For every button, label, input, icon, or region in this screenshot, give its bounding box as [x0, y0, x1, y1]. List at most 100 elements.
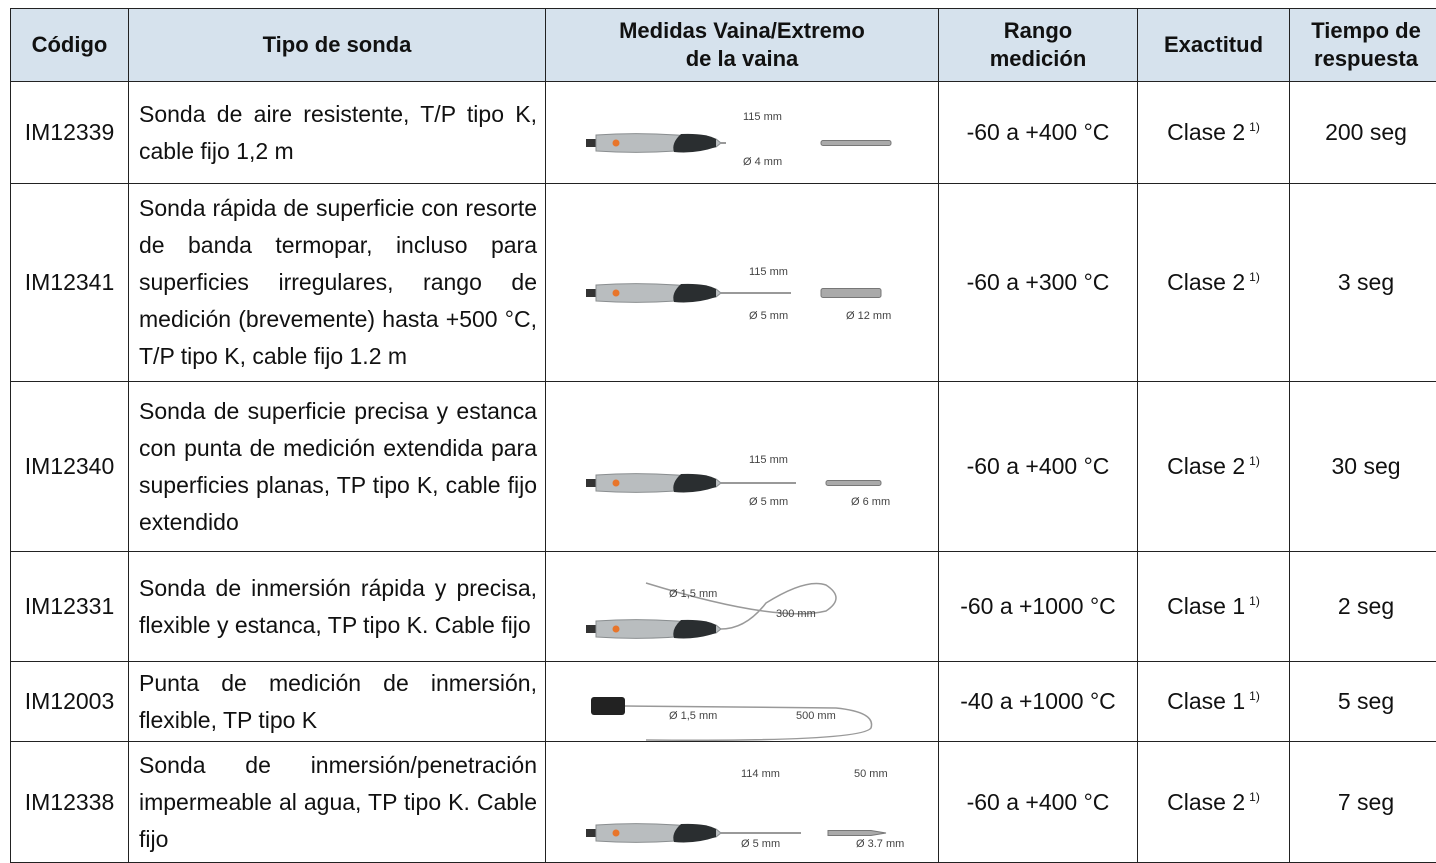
header-line: respuesta — [1290, 45, 1436, 73]
header-line: Rango — [939, 17, 1137, 45]
dimensions-cell: Ø 1,5 mm 500 mm — [546, 662, 939, 742]
probe-connector — [591, 697, 625, 715]
response-time-cell: 5 seg — [1290, 662, 1436, 742]
description-cell: Sonda de aire resistente, T/P tipo K, ca… — [129, 82, 546, 184]
probe-tip — [826, 480, 881, 485]
probe-led — [613, 829, 620, 836]
accuracy-cell: Clase 1 1) — [1138, 552, 1290, 662]
dimension-label: Ø 4 mm — [743, 156, 782, 168]
accuracy-note: 1) — [1249, 454, 1260, 468]
probe-led — [613, 479, 620, 486]
header-line: Tipo de sonda — [129, 31, 545, 59]
range-cell: -60 a +400 °C — [939, 82, 1138, 184]
header-line: medición — [939, 45, 1137, 73]
description-cell: Sonda de inmersión rápida y precisa, fle… — [129, 552, 546, 662]
probe-led — [613, 139, 620, 146]
probe-grip — [673, 619, 716, 638]
probe-grip — [673, 823, 716, 842]
range-cell: -40 a +1000 °C — [939, 662, 1138, 742]
response-time-cell: 30 seg — [1290, 382, 1436, 552]
accuracy: Clase 1 — [1167, 688, 1245, 714]
response-time-cell: 200 seg — [1290, 82, 1436, 184]
range-cell: -60 a +400 °C — [939, 382, 1138, 552]
probe-led — [613, 625, 620, 632]
dimension-label: Ø 5 mm — [749, 496, 788, 508]
dimension-label: Ø 5 mm — [741, 838, 780, 850]
dimension-label: Ø 5 mm — [749, 310, 788, 322]
probe-tip — [821, 140, 891, 145]
accuracy-cell: Clase 2 1) — [1138, 82, 1290, 184]
accuracy-cell: Clase 2 1) — [1138, 184, 1290, 382]
dimension-label: Ø 1,5 mm — [669, 710, 717, 722]
range-cell: -60 a +1000 °C — [939, 552, 1138, 662]
dimension-label: Ø 12 mm — [846, 310, 891, 322]
code-cell: IM12341 — [11, 184, 129, 382]
accuracy-note: 1) — [1249, 270, 1260, 284]
probe-tip — [828, 830, 886, 835]
header-line: Tiempo de — [1290, 17, 1436, 45]
header-line: Código — [11, 31, 128, 59]
accuracy: Clase 2 — [1167, 119, 1245, 145]
response-time-cell: 2 seg — [1290, 552, 1436, 662]
description-cell: Sonda rápida de superficie con resorte d… — [129, 184, 546, 382]
code-cell: IM12331 — [11, 552, 129, 662]
accuracy-note: 1) — [1249, 120, 1260, 134]
probe-image: 115 mm Ø 5 mm Ø 12 mm — [546, 185, 936, 381]
header-cell: Código — [11, 9, 129, 82]
dimensions-cell: Ø 1,5 mm 300 mm — [546, 552, 939, 662]
accuracy-cell: Clase 2 1) — [1138, 382, 1290, 552]
code-cell: IM12338 — [11, 742, 129, 863]
probe-led — [613, 289, 620, 296]
accuracy-note: 1) — [1249, 594, 1260, 608]
probe-grip — [673, 473, 716, 492]
description-cell: Sonda de superficie precisa y estanca co… — [129, 382, 546, 552]
header-cell: Exactitud — [1138, 9, 1290, 82]
accuracy: Clase 2 — [1167, 453, 1245, 479]
dimensions-cell: 115 mm Ø 4 mm — [546, 82, 939, 184]
dimension-label: Ø 6 mm — [851, 496, 890, 508]
probe-grip — [673, 133, 716, 152]
header-line: de la vaina — [546, 45, 938, 73]
response-time-cell: 3 seg — [1290, 184, 1436, 382]
probe-tip — [821, 288, 881, 297]
header-line: Medidas Vaina/Extremo — [546, 17, 938, 45]
code-cell: IM12340 — [11, 382, 129, 552]
dimension-label: 500 mm — [796, 710, 836, 722]
accuracy-note: 1) — [1249, 790, 1260, 804]
dimension-label: 50 mm — [854, 768, 888, 780]
dimensions-cell: 115 mm Ø 5 mm Ø 12 mm — [546, 184, 939, 382]
response-time-cell: 7 seg — [1290, 742, 1436, 863]
accuracy: Clase 2 — [1167, 269, 1245, 295]
dimension-label: Ø 1,5 mm — [669, 588, 717, 600]
probe-grip — [673, 283, 716, 302]
probe-image: Ø 1,5 mm 300 mm — [546, 553, 936, 661]
probe-image: Ø 1,5 mm 500 mm — [546, 663, 936, 741]
accuracy: Clase 1 — [1167, 593, 1245, 619]
dimension-label: 300 mm — [776, 608, 816, 620]
code-cell: IM12339 — [11, 82, 129, 184]
dimension-label: 115 mm — [749, 266, 788, 278]
code-cell: IM12003 — [11, 662, 129, 742]
dimension-label: 115 mm — [743, 111, 782, 123]
accuracy-cell: Clase 1 1) — [1138, 662, 1290, 742]
accuracy: Clase 2 — [1167, 789, 1245, 815]
description-cell: Punta de medición de inmersión, flexible… — [129, 662, 546, 742]
accuracy-note: 1) — [1249, 689, 1260, 703]
range-cell: -60 a +300 °C — [939, 184, 1138, 382]
